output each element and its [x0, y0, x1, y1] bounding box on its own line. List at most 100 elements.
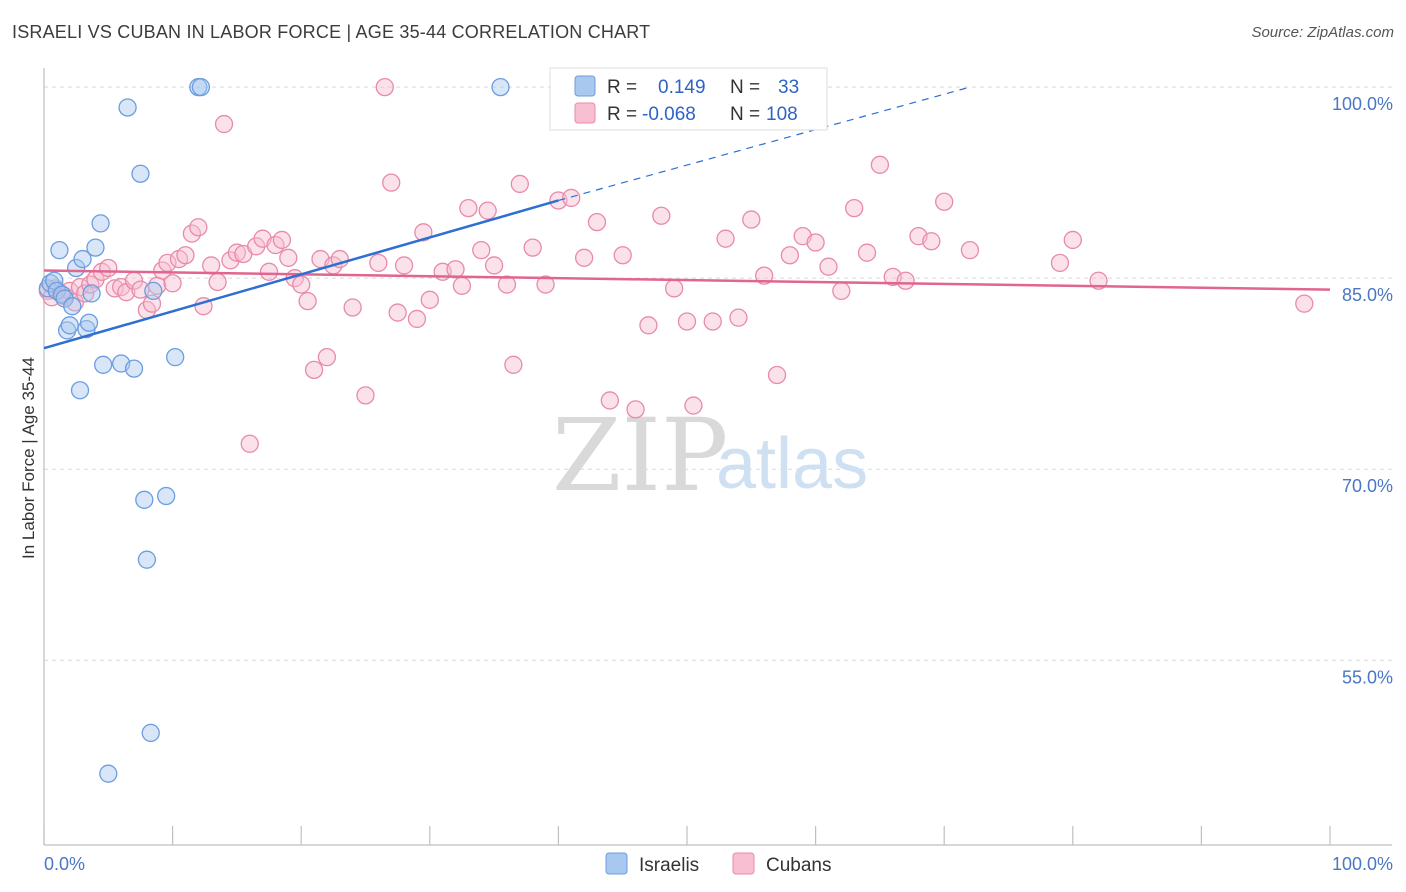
cubans-point [293, 276, 310, 293]
cubans-point [511, 175, 528, 192]
cubans-point [453, 277, 470, 294]
israelis-point [95, 356, 112, 373]
legend-r-label-israelis: R = [607, 77, 637, 98]
israelis-series [39, 79, 509, 783]
cubans-point [396, 257, 413, 274]
cubans-point [486, 257, 503, 274]
cubans-point [241, 435, 258, 452]
cubans-point [685, 397, 702, 414]
cubans-point [601, 392, 618, 409]
legend-n-value-israelis: 33 [778, 77, 799, 98]
bottom-legend-label-israelis: Israelis [639, 855, 699, 876]
israelis-point [167, 349, 184, 366]
legend-n-label-israelis: N = [730, 77, 760, 98]
legend-swatch-israelis [575, 76, 595, 96]
y-tick-label: 85.0% [1342, 285, 1393, 305]
cubans-point [524, 239, 541, 256]
cubans-point [505, 356, 522, 373]
israelis-point [119, 99, 136, 116]
cubans-point [743, 211, 760, 228]
y-axis-title: In Labor Force | Age 35-44 [19, 357, 38, 559]
cubans-point [383, 174, 400, 191]
israelis-point [132, 165, 149, 182]
scatter-chart: ZIP atlas 100.0% 85.0% 70.0% 55.0% 0.0% 100… [0, 0, 1406, 892]
cubans-point [318, 349, 335, 366]
israelis-point [83, 285, 100, 302]
israelis-point [92, 215, 109, 232]
cubans-point [421, 291, 438, 308]
cubans-point [1064, 231, 1081, 248]
israelis-point [51, 242, 68, 259]
legend-n-label-cubans: N = [730, 104, 760, 125]
legend-r-value-cubans: -0.068 [642, 104, 696, 125]
israelis-point [142, 724, 159, 741]
watermark-atlas: atlas [716, 424, 868, 504]
cubans-point [273, 231, 290, 248]
bottom-legend-swatch-cubans [733, 853, 754, 874]
cubans-point [209, 273, 226, 290]
cubans-point [871, 156, 888, 173]
israelis-point [192, 79, 209, 96]
cubans-point [1051, 254, 1068, 271]
cubans-point [769, 366, 786, 383]
cubans-point [306, 361, 323, 378]
israelis-point [72, 382, 89, 399]
cubans-point [190, 219, 207, 236]
cubans-point [370, 254, 387, 271]
x-tick-label-min: 0.0% [44, 854, 85, 874]
cubans-point [203, 257, 220, 274]
israelis-point [87, 239, 104, 256]
israelis-point [158, 487, 175, 504]
israelis-point [100, 765, 117, 782]
cubans-point [588, 214, 605, 231]
cubans-point [666, 280, 683, 297]
cubans-point [781, 247, 798, 264]
cubans-point [820, 258, 837, 275]
bottom-legend-swatch-israelis [606, 853, 627, 874]
cubans-point [717, 230, 734, 247]
cubans-point [261, 263, 278, 280]
cubans-point [100, 259, 117, 276]
cubans-point [859, 244, 876, 261]
cubans-point [299, 293, 316, 310]
cubans-point [389, 304, 406, 321]
israelis-point [145, 282, 162, 299]
cubans-point [357, 387, 374, 404]
cubans-point [460, 200, 477, 217]
israelis-point [64, 298, 81, 315]
cubans-point [936, 193, 953, 210]
cubans-point [164, 275, 181, 292]
legend-n-value-cubans: 108 [766, 104, 798, 125]
cubans-point [833, 282, 850, 299]
bottom-legend: Israelis Cubans [606, 853, 832, 876]
legend-box: R = 0.149 N = 33 R = -0.068 N = 108 [550, 68, 827, 130]
cubans-point [897, 272, 914, 289]
israelis-point [126, 360, 143, 377]
x-tick-label-max: 100.0% [1332, 854, 1393, 874]
israelis-point [81, 314, 98, 331]
cubans-point [923, 233, 940, 250]
cubans-point [846, 200, 863, 217]
cubans-point [653, 207, 670, 224]
cubans-point [473, 242, 490, 259]
y-tick-label: 100.0% [1332, 94, 1393, 114]
y-tick-label: 70.0% [1342, 476, 1393, 496]
cubans-point [280, 249, 297, 266]
y-tick-label: 55.0% [1342, 667, 1393, 687]
cubans-point [730, 309, 747, 326]
cubans-point [704, 313, 721, 330]
cubans-point [640, 317, 657, 334]
cubans-point [563, 189, 580, 206]
cubans-point [376, 79, 393, 96]
cubans-point [447, 261, 464, 278]
cubans-trend-line [44, 271, 1330, 290]
cubans-point [216, 116, 233, 133]
cubans-point [177, 247, 194, 264]
israelis-point [138, 551, 155, 568]
israelis-point [492, 79, 509, 96]
bottom-legend-label-cubans: Cubans [766, 855, 832, 876]
watermark: ZIP atlas [552, 397, 868, 514]
y-tick-labels: 100.0% 85.0% 70.0% 55.0% [1332, 94, 1393, 687]
cubans-point [627, 401, 644, 418]
legend-r-label-cubans: R = [607, 104, 637, 125]
